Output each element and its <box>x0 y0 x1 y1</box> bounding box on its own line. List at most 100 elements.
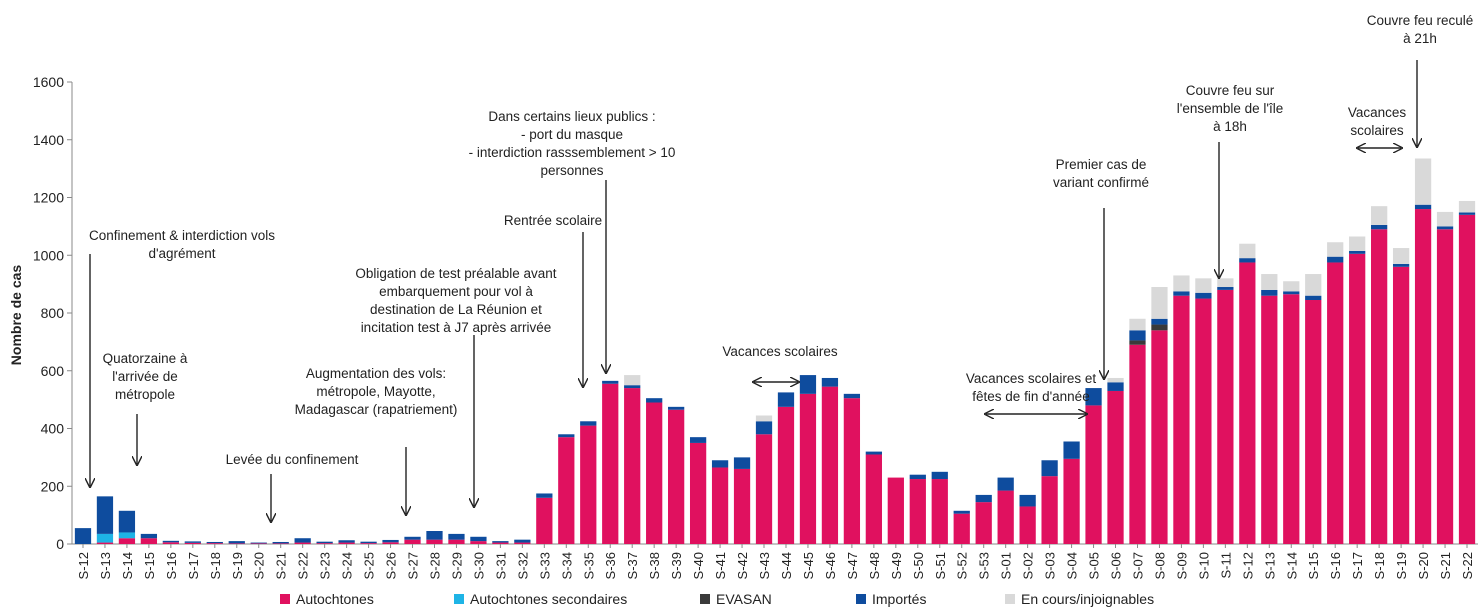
x-tick-label: S-13 <box>98 552 113 579</box>
bar-segment-import-s <box>997 477 1014 491</box>
x-tick-label: S-36 <box>603 552 618 579</box>
bar-segment-import-s <box>140 533 158 539</box>
x-tick-label: S-14 <box>1284 552 1299 579</box>
bar-segment-autochtones <box>250 543 267 544</box>
bar-segment-autochtones <box>624 388 641 544</box>
x-tick-label: S-18 <box>1372 552 1387 579</box>
x-tick-label: S-35 <box>581 552 596 579</box>
annotation-couvre-feu-21h: Couvre feu reculé à 21h <box>1367 13 1474 46</box>
x-tick-label: S-05 <box>1087 552 1102 579</box>
annotation-quatorzaine: Quatorzaine à l'arrivée de métropole <box>103 351 188 402</box>
legend-label-evasan: EVASAN <box>716 591 772 607</box>
bar-segment-autochtones <box>1414 209 1432 545</box>
y-tick-label: 200 <box>41 478 65 494</box>
bar-segment-autochtones <box>1085 405 1102 544</box>
bar-segment-autochtones <box>1305 300 1322 544</box>
bar-segment-import-s <box>404 536 421 540</box>
bar-segment-import-s <box>711 460 729 468</box>
bar-segment-autochtones <box>580 425 597 544</box>
bar-segment-autochtones <box>1261 295 1278 544</box>
bar-segment-autochtones <box>536 497 553 544</box>
bar-segment-autochtones <box>1019 506 1036 544</box>
bar-segment-autochtones <box>975 502 992 544</box>
legend-swatch-importes <box>856 594 866 604</box>
bar-segment-import-s <box>755 421 773 435</box>
bar-segment-en-cours-injoignables <box>1239 243 1256 259</box>
bar-segment-import-s <box>426 531 443 540</box>
bar-segment-import-s <box>206 541 223 544</box>
bar-segment-autochtones <box>184 542 201 544</box>
bar-segment-autochtones <box>1217 289 1234 544</box>
x-tick-label: S-44 <box>779 552 794 579</box>
bar-segment-autochtones <box>1041 476 1058 544</box>
bar-segment-autochtones <box>711 467 729 544</box>
bar-segment-import-s <box>1349 250 1366 254</box>
bar-segment-autochtones <box>843 398 861 544</box>
bar-segment-autochtones <box>733 468 751 544</box>
x-tick-label: S-47 <box>845 552 860 579</box>
bar-segment-autochtones <box>1371 229 1388 544</box>
bar-segment-import-s <box>382 539 399 543</box>
legend-swatch-en-cours <box>1005 594 1015 604</box>
annotation-rentree-scolaire: Rentrée scolaire <box>504 213 602 228</box>
y-tick-label: 1000 <box>33 247 64 263</box>
bar-segment-import-s <box>492 541 509 543</box>
y-tick-label: 600 <box>41 363 65 379</box>
bar-segment-import-s <box>96 496 114 534</box>
bar-segment-autochtones <box>1151 330 1168 544</box>
bar-segment-en-cours-injoignables <box>1261 274 1278 290</box>
legend-item-autochtones-secondaires: Autochtones secondaires <box>454 591 627 607</box>
x-tick-label: S-42 <box>735 552 750 579</box>
x-tick-label: S-49 <box>889 552 904 579</box>
bar-segment-import-s <box>118 510 136 533</box>
bar-segment-import-s <box>733 457 751 469</box>
annotation-obligation-test: Obligation de test préalable avant embarq… <box>355 266 556 335</box>
bar-segment-autochtones <box>1436 229 1454 544</box>
x-tick-label: S-12 <box>76 552 91 579</box>
annotation-vacances-fetes: Vacances scolaires et fêtes de fin d'anné… <box>966 371 1097 404</box>
bar-segment-import-s <box>1019 494 1036 507</box>
x-tick-label: S-41 <box>713 552 728 579</box>
bar-segment-import-s <box>624 385 641 389</box>
bar-segment-autochtones <box>953 513 970 544</box>
bar-segment-en-cours-injoignables <box>1173 275 1190 292</box>
bar-segment-en-cours-injoignables <box>1217 278 1234 288</box>
bar-segment-import-s <box>843 393 861 399</box>
legend-swatch-autochtones-secondaires <box>454 594 464 604</box>
bar-segment-autochtones <box>492 542 509 544</box>
legend-label-importes: Importés <box>872 591 927 607</box>
bar-segment-import-s <box>580 421 597 426</box>
bar-segment-autochtones-secondaires <box>96 533 114 543</box>
x-tick-label: S-15 <box>142 552 157 579</box>
bar-segment-import-s <box>1261 289 1278 296</box>
annotation-augmentation-vols: Augmentation des vols: métropole, Mayotte… <box>295 366 458 417</box>
bar-segment-autochtones <box>689 442 707 544</box>
bar-segment-autochtones <box>382 542 399 544</box>
x-tick-label: S-23 <box>318 552 333 579</box>
bar-segment-import-s <box>360 541 377 544</box>
bar-segment-autochtones <box>865 454 882 544</box>
legend: Autochtones Autochtones secondaires EVAS… <box>0 588 1478 610</box>
x-tick-label: S-39 <box>669 552 684 579</box>
bar-segment-import-s <box>1129 330 1146 341</box>
bar-segment-import-s <box>1371 224 1388 230</box>
annotation-couvre-feu-18h: Couvre feu sur l'ensemble de l'île à 18h <box>1177 83 1283 134</box>
x-tick-label: S-31 <box>493 552 508 579</box>
bar-segment-import-s <box>1195 292 1212 299</box>
bar-segment-en-cours-injoignables <box>1129 318 1146 331</box>
bar-segment-autochtones <box>602 383 619 544</box>
bar-segment-import-s <box>1305 295 1322 301</box>
legend-item-importes: Importés <box>856 591 926 607</box>
x-tick-label: S-09 <box>1174 552 1189 579</box>
x-tick-label: S-22 <box>296 552 311 579</box>
bar-segment-import-s <box>338 540 355 543</box>
bar-segment-import-s <box>1107 382 1124 391</box>
bar-segment-en-cours-injoignables <box>1283 281 1300 292</box>
bar-segment-autochtones-secondaires <box>118 532 136 539</box>
bar-segment-import-s <box>470 536 487 542</box>
x-tick-label: S-07 <box>1130 552 1145 579</box>
bar-segment-import-s <box>448 533 465 540</box>
x-tick-label: S-25 <box>362 552 377 579</box>
bar-segment-import-s <box>162 540 179 543</box>
bar-segment-import-s <box>1085 388 1102 406</box>
